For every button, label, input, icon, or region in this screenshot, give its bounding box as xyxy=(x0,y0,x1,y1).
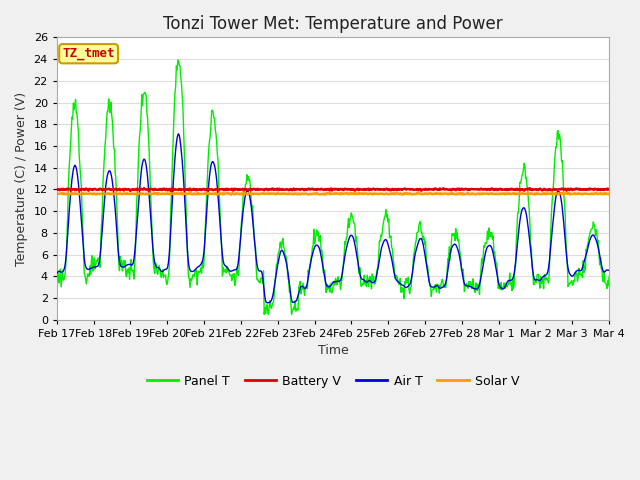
Legend: Panel T, Battery V, Air T, Solar V: Panel T, Battery V, Air T, Solar V xyxy=(141,370,524,393)
Text: TZ_tmet: TZ_tmet xyxy=(62,47,115,60)
Title: Tonzi Tower Met: Temperature and Power: Tonzi Tower Met: Temperature and Power xyxy=(163,15,503,33)
X-axis label: Time: Time xyxy=(317,344,348,357)
Y-axis label: Temperature (C) / Power (V): Temperature (C) / Power (V) xyxy=(15,92,28,265)
